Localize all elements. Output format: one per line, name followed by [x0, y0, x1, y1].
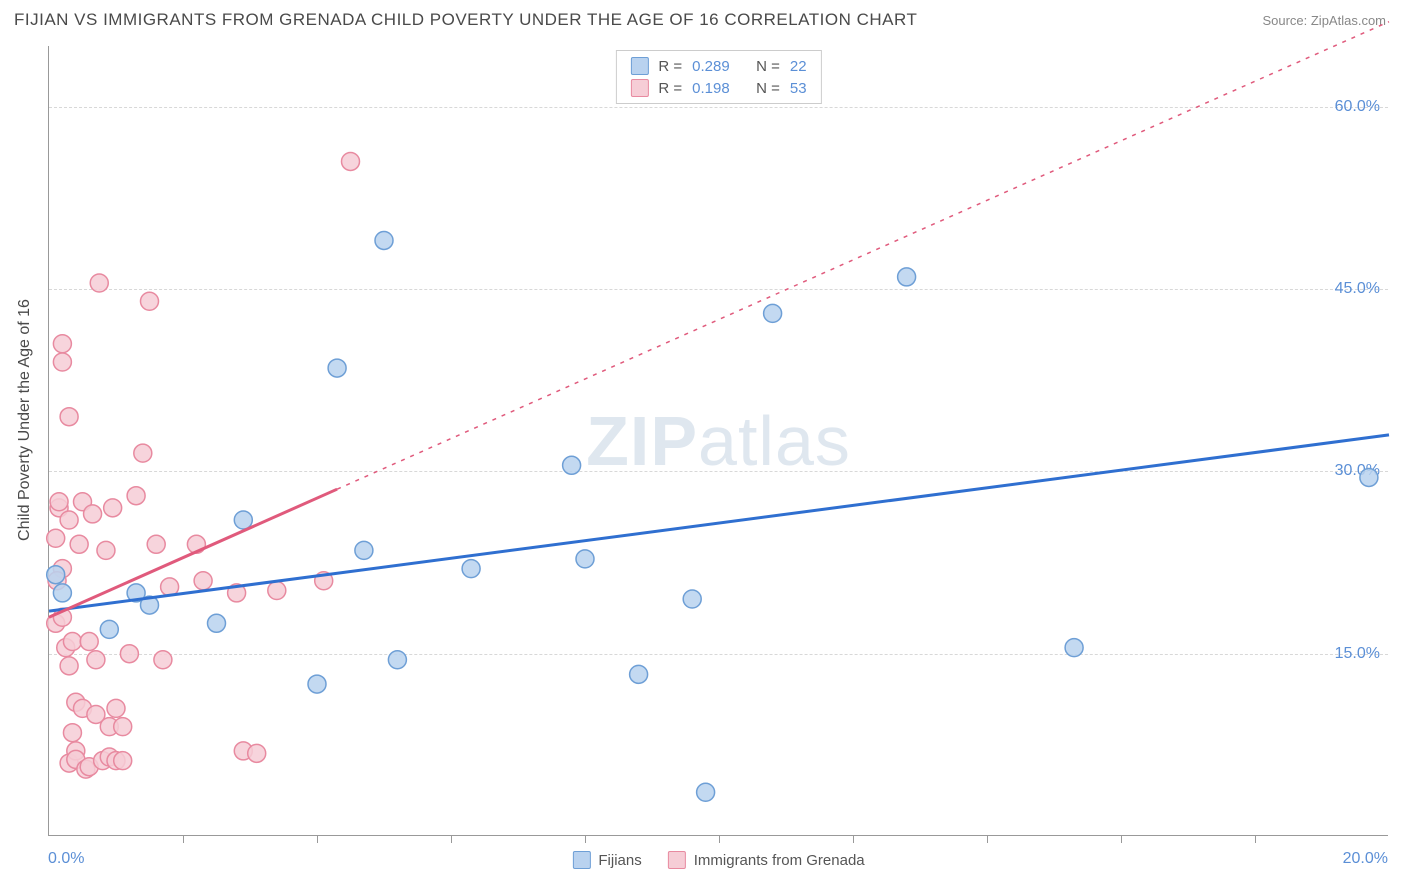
legend: Fijians Immigrants from Grenada: [572, 851, 864, 869]
n-label: N =: [756, 80, 780, 97]
data-point: [1065, 639, 1083, 657]
data-point: [208, 614, 226, 632]
legend-label: Immigrants from Grenada: [694, 852, 865, 869]
y-axis-title: Child Poverty Under the Age of 16: [16, 299, 34, 541]
data-point: [100, 620, 118, 638]
data-point: [248, 744, 266, 762]
x-tick: [719, 835, 720, 843]
chart-header: FIJIAN VS IMMIGRANTS FROM GRENADA CHILD …: [0, 0, 1406, 38]
data-point: [47, 529, 65, 547]
data-point: [234, 511, 252, 529]
stats-row: R = 0.289 N = 22: [630, 55, 806, 77]
data-point: [563, 456, 581, 474]
series-swatch: [630, 79, 648, 97]
data-point: [194, 572, 212, 590]
data-point: [104, 499, 122, 517]
data-point: [268, 581, 286, 599]
data-point: [355, 541, 373, 559]
x-axis-max-label: 20.0%: [1343, 850, 1388, 868]
data-point: [114, 752, 132, 770]
data-point: [80, 633, 98, 651]
legend-item: Immigrants from Grenada: [668, 851, 865, 869]
data-point: [120, 645, 138, 663]
data-point: [63, 724, 81, 742]
data-point: [462, 560, 480, 578]
data-point: [683, 590, 701, 608]
correlation-stats-box: R = 0.289 N = 22 R = 0.198 N = 53: [615, 50, 821, 104]
legend-swatch: [668, 851, 686, 869]
data-point: [898, 268, 916, 286]
x-tick: [183, 835, 184, 843]
data-point: [141, 292, 159, 310]
x-tick: [585, 835, 586, 843]
x-tick: [853, 835, 854, 843]
data-point: [60, 408, 78, 426]
data-point: [697, 783, 715, 801]
legend-label: Fijians: [598, 852, 641, 869]
data-point: [47, 566, 65, 584]
data-point: [375, 231, 393, 249]
data-point: [107, 699, 125, 717]
data-point: [576, 550, 594, 568]
legend-swatch: [572, 851, 590, 869]
data-point: [114, 718, 132, 736]
n-value: 22: [790, 58, 807, 75]
chart-source: Source: ZipAtlas.com: [1262, 13, 1386, 28]
data-point: [1360, 468, 1378, 486]
data-point: [84, 505, 102, 523]
x-tick: [451, 835, 452, 843]
data-point: [50, 493, 68, 511]
data-point: [342, 152, 360, 170]
data-point: [53, 584, 71, 602]
chart-title: FIJIAN VS IMMIGRANTS FROM GRENADA CHILD …: [14, 10, 917, 30]
data-point: [53, 335, 71, 353]
trend-line-extension: [337, 22, 1389, 489]
data-point: [60, 511, 78, 529]
data-point: [87, 651, 105, 669]
n-value: 53: [790, 80, 807, 97]
r-value: 0.289: [692, 58, 746, 75]
data-point: [328, 359, 346, 377]
data-point: [764, 304, 782, 322]
data-point: [63, 633, 81, 651]
data-point: [97, 541, 115, 559]
r-label: R =: [658, 80, 682, 97]
n-label: N =: [756, 58, 780, 75]
x-tick: [1255, 835, 1256, 843]
x-axis-min-label: 0.0%: [48, 850, 84, 868]
x-tick: [987, 835, 988, 843]
r-label: R =: [658, 58, 682, 75]
x-tick: [317, 835, 318, 843]
legend-item: Fijians: [572, 851, 641, 869]
data-point: [53, 353, 71, 371]
data-point: [60, 657, 78, 675]
r-value: 0.198: [692, 80, 746, 97]
data-point: [147, 535, 165, 553]
data-point: [127, 487, 145, 505]
data-point: [90, 274, 108, 292]
x-tick: [1121, 835, 1122, 843]
data-point: [134, 444, 152, 462]
scatter-plot-svg: [49, 46, 1388, 835]
data-point: [308, 675, 326, 693]
data-point: [70, 535, 88, 553]
chart-plot-area: ZIPatlas 15.0%30.0%45.0%60.0% R =0.289N …: [48, 46, 1388, 836]
series-swatch: [630, 57, 648, 75]
data-point: [388, 651, 406, 669]
stats-row: R = 0.198 N = 53: [630, 77, 806, 99]
data-point: [630, 665, 648, 683]
data-point: [154, 651, 172, 669]
